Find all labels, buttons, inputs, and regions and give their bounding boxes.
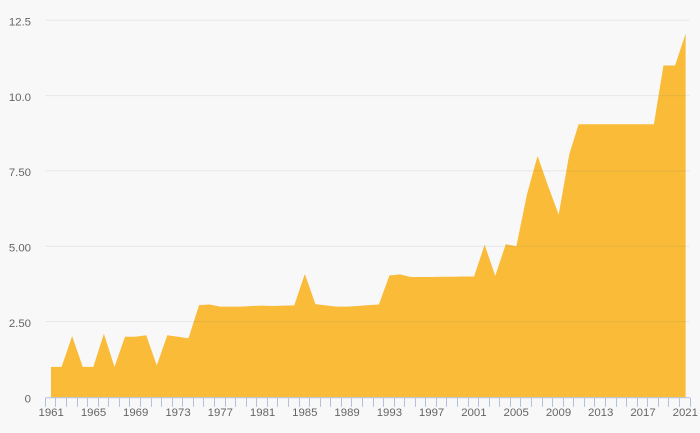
svg-text:1969: 1969 bbox=[123, 407, 148, 419]
svg-text:2017: 2017 bbox=[630, 407, 655, 419]
svg-text:1981: 1981 bbox=[250, 407, 275, 419]
svg-text:2009: 2009 bbox=[546, 407, 571, 419]
svg-text:1993: 1993 bbox=[377, 407, 402, 419]
svg-text:2.50: 2.50 bbox=[9, 318, 31, 330]
svg-text:12.5: 12.5 bbox=[9, 17, 31, 29]
svg-text:2005: 2005 bbox=[504, 407, 529, 419]
svg-text:1961: 1961 bbox=[39, 407, 64, 419]
svg-text:1997: 1997 bbox=[419, 407, 444, 419]
svg-text:0: 0 bbox=[25, 393, 31, 405]
svg-text:10.0: 10.0 bbox=[9, 92, 31, 104]
svg-text:1989: 1989 bbox=[334, 407, 359, 419]
svg-text:1985: 1985 bbox=[292, 407, 317, 419]
svg-text:1977: 1977 bbox=[208, 407, 233, 419]
svg-text:5.00: 5.00 bbox=[9, 243, 31, 255]
svg-text:1965: 1965 bbox=[81, 407, 106, 419]
svg-text:2021: 2021 bbox=[673, 407, 698, 419]
svg-text:2001: 2001 bbox=[461, 407, 486, 419]
svg-text:1973: 1973 bbox=[165, 407, 190, 419]
svg-text:2013: 2013 bbox=[588, 407, 613, 419]
svg-text:7.50: 7.50 bbox=[9, 167, 31, 179]
